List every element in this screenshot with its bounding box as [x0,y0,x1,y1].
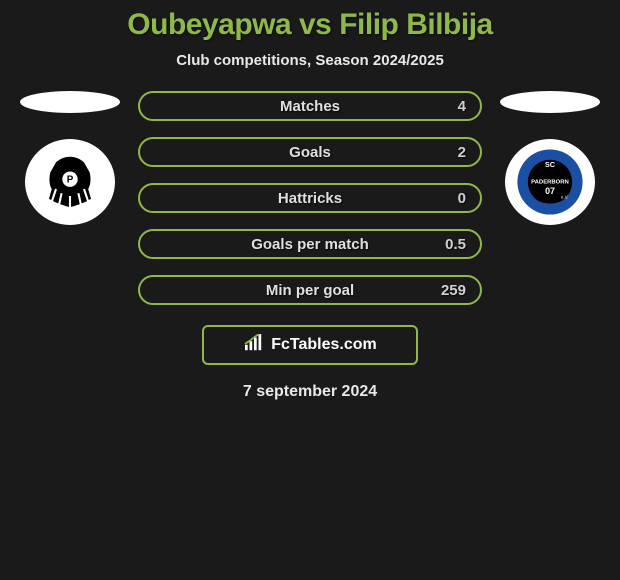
stat-label: Hattricks [278,190,342,207]
main-row: P Matches 4 Goals 2 Hattricks 0 [0,91,620,305]
right-player-column: SC PADERBORN 07 e.V. [500,91,600,225]
brand-label: FcTables.com [271,336,377,354]
stat-row-hattricks: Hattricks 0 [138,183,482,213]
svg-text:e.V.: e.V. [561,194,569,199]
left-player-avatar-placeholder [20,91,120,113]
stats-column: Matches 4 Goals 2 Hattricks 0 Goals per … [138,91,482,305]
stat-row-matches: Matches 4 [138,91,482,121]
svg-text:PADERBORN: PADERBORN [531,179,569,185]
svg-text:07: 07 [545,186,555,196]
comparison-card: Oubeyapwa vs Filip Bilbija Club competit… [0,0,620,401]
svg-text:SC: SC [545,160,556,169]
stat-right-value: 4 [420,98,466,115]
paderborn-crest-icon: SC PADERBORN 07 e.V. [513,145,587,219]
svg-text:P: P [67,175,74,186]
date-label: 7 september 2024 [0,383,620,401]
stat-row-goals-per-match: Goals per match 0.5 [138,229,482,259]
stat-right-value: 0.5 [420,236,466,253]
subtitle: Club competitions, Season 2024/2025 [0,52,620,69]
stat-row-goals: Goals 2 [138,137,482,167]
stat-right-value: 259 [420,282,466,299]
right-player-avatar-placeholder [500,91,600,113]
stat-label: Min per goal [266,282,354,299]
left-player-column: P [20,91,120,225]
stat-right-value: 0 [420,190,466,207]
bar-chart-icon [243,334,265,357]
brand-box[interactable]: FcTables.com [202,325,418,365]
stat-label: Matches [280,98,340,115]
right-club-crest: SC PADERBORN 07 e.V. [505,139,595,225]
stat-label: Goals per match [251,236,369,253]
left-club-crest: P [25,139,115,225]
eagle-crest-icon: P [35,147,105,217]
stat-right-value: 2 [420,144,466,161]
stat-row-min-per-goal: Min per goal 259 [138,275,482,305]
stat-label: Goals [289,144,331,161]
page-title: Oubeyapwa vs Filip Bilbija [0,8,620,42]
